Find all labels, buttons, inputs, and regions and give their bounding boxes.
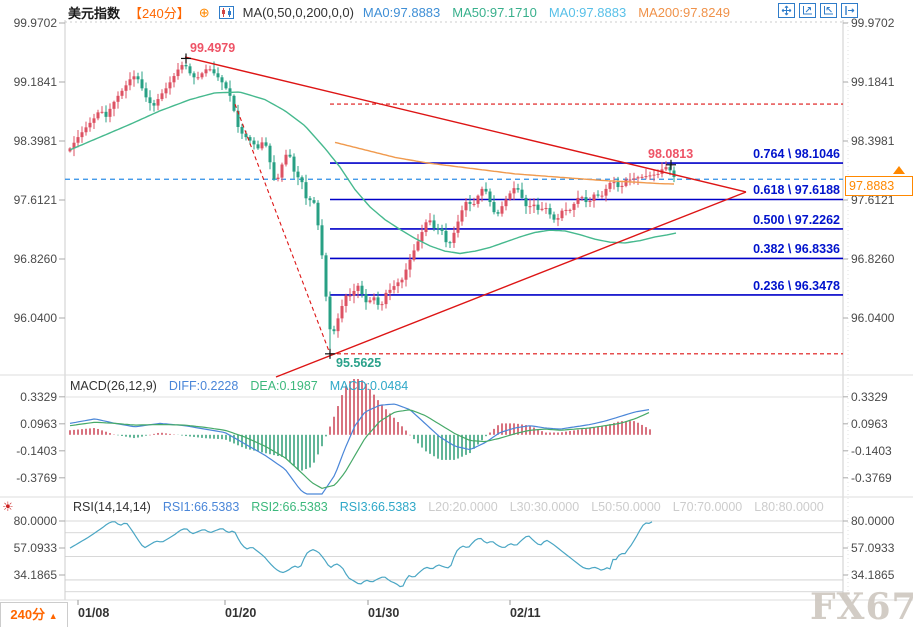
- rsi-header: RSI(14,14,14) RSI1:66.5383 RSI2:66.5383 RS…: [73, 500, 824, 514]
- date-label: 01/08: [78, 606, 110, 620]
- price-axis-label-right: 96.0400: [851, 311, 895, 325]
- swing-low-label: 95.5625: [336, 356, 382, 370]
- rsi-value-2: RSI3:66.5383: [339, 500, 417, 514]
- indicator-settings-sun-icon[interactable]: ☀: [2, 499, 14, 514]
- pan-crosshair-icon[interactable]: [778, 3, 795, 18]
- chart-toolbar: [778, 3, 858, 18]
- macd-value-0: DIFF:0.2228: [168, 379, 239, 393]
- ma-value-1: MA50:97.1710: [452, 5, 537, 20]
- rsi-axis-label-left: 57.0933: [13, 541, 57, 555]
- price-axis-label-left: 99.1841: [13, 75, 57, 89]
- symbol-title: 美元指数: [68, 6, 121, 21]
- price-axis-label-right: 96.8260: [851, 252, 895, 266]
- macd-value-1: DEA:0.1987: [250, 379, 318, 393]
- ma-settings-label: MA(0,50,0,200,0,0): [242, 5, 354, 20]
- fib-level-label: 0.618 \ 97.6188: [753, 183, 840, 198]
- macd-axis-label-left: 0.3329: [20, 389, 57, 404]
- macd-axis-label-right: 0.0963: [851, 416, 888, 431]
- rsi-axis-label-right: 34.1865: [851, 568, 895, 582]
- period-up-arrow-icon: ▲: [48, 611, 58, 621]
- ma-value-2: MA0:97.8883: [548, 5, 627, 20]
- period-selector[interactable]: 240分 ▲: [0, 602, 68, 627]
- rsi-axis-label-left: 80.0000: [13, 514, 57, 528]
- date-label: 01/30: [368, 606, 400, 620]
- date-label: 02/11: [510, 606, 541, 620]
- ma-value-0: MA0:97.8883: [362, 5, 441, 20]
- price-axis-label-right: 99.9702: [851, 16, 895, 30]
- rsi-title[interactable]: RSI(14,14,14): [73, 500, 151, 514]
- watermark: FX678: [810, 586, 913, 627]
- x-axis-zoom-icon[interactable]: [820, 3, 837, 18]
- kline-style-icon[interactable]: [218, 6, 234, 19]
- macd-axis-label-left: -0.1403: [16, 443, 57, 458]
- rsi-axis-label-right: 57.0933: [851, 541, 895, 555]
- rsi-axis-label-left: 34.1865: [13, 568, 57, 582]
- date-label: 01/20: [225, 606, 257, 620]
- macd-header: MACD(26,12,9) DIFF:0.2228 DEA:0.1987 MACD:…: [70, 379, 408, 393]
- rsi-value-3: L20:20.0000: [428, 500, 498, 514]
- macd-title[interactable]: MACD(26,12,9): [70, 379, 157, 393]
- period-label[interactable]: 【240分】: [129, 6, 190, 21]
- rsi-value-1: RSI2:66.5383: [251, 500, 328, 514]
- rsi-values: RSI1:66.5383 RSI2:66.5383 RSI3:66.5383 L20:…: [163, 500, 824, 514]
- macd-axis-label-left: 0.0963: [20, 416, 57, 431]
- ma-value-3: MA200:97.8249: [638, 5, 730, 20]
- shift-right-icon[interactable]: [841, 3, 858, 18]
- swing-high-label: 99.4979: [190, 41, 236, 55]
- ma-values: MA0:97.8883 MA50:97.1710 MA0:97.8883 MA200:…: [363, 5, 730, 20]
- recent-high-label: 98.0813: [648, 147, 694, 161]
- price-axis-label-left: 96.0400: [13, 311, 57, 325]
- fib-level-label: 0.764 \ 98.1046: [753, 147, 840, 162]
- rsi-value-5: L50:50.0000: [591, 500, 661, 514]
- price-axis-label-right: 98.3981: [851, 134, 895, 148]
- fib-level-label: 0.382 \ 96.8336: [753, 242, 840, 257]
- fib-level-label: 0.236 \ 96.3478: [753, 278, 840, 293]
- macd-axis-label-left: -0.3769: [16, 470, 57, 485]
- rsi-axis-label-right: 80.0000: [851, 514, 895, 528]
- macd-axis-label-right: -0.1403: [851, 443, 892, 458]
- rsi-value-4: L30:30.0000: [509, 500, 580, 514]
- macd-axis-label-right: -0.3769: [851, 470, 892, 485]
- macd-axis-label-right: 0.3329: [851, 389, 888, 404]
- period-selector-label: 240分: [10, 607, 46, 622]
- price-axis-label-right: 97.6121: [851, 193, 895, 207]
- macd-values: DIFF:0.2228 DEA:0.1987 MACD:0.0484: [169, 379, 408, 393]
- price-axis-label-left: 97.6121: [13, 193, 57, 207]
- last-price-box: 97.8883: [845, 176, 913, 196]
- chart-header: 美元指数 【240分】 ⊕ MA(0,50,0,200,0,0) MA0:97.…: [68, 3, 730, 22]
- price-axis-label-right: 99.1841: [851, 75, 895, 89]
- rsi-value-0: RSI1:66.5383: [162, 500, 240, 514]
- y-axis-zoom-icon[interactable]: [799, 3, 816, 18]
- fib-level-label: 0.500 \ 97.2262: [753, 212, 840, 227]
- macd-value-2: MACD:0.0484: [329, 379, 409, 393]
- price-axis-label-left: 96.8260: [13, 252, 57, 266]
- rsi-value-7: L80:80.0000: [754, 500, 824, 514]
- circle-plus-icon[interactable]: ⊕: [198, 4, 210, 20]
- price-axis-label-left: 99.9702: [13, 16, 57, 30]
- rsi-value-6: L70:70.0000: [672, 500, 743, 514]
- price-axis-label-left: 98.3981: [13, 134, 57, 148]
